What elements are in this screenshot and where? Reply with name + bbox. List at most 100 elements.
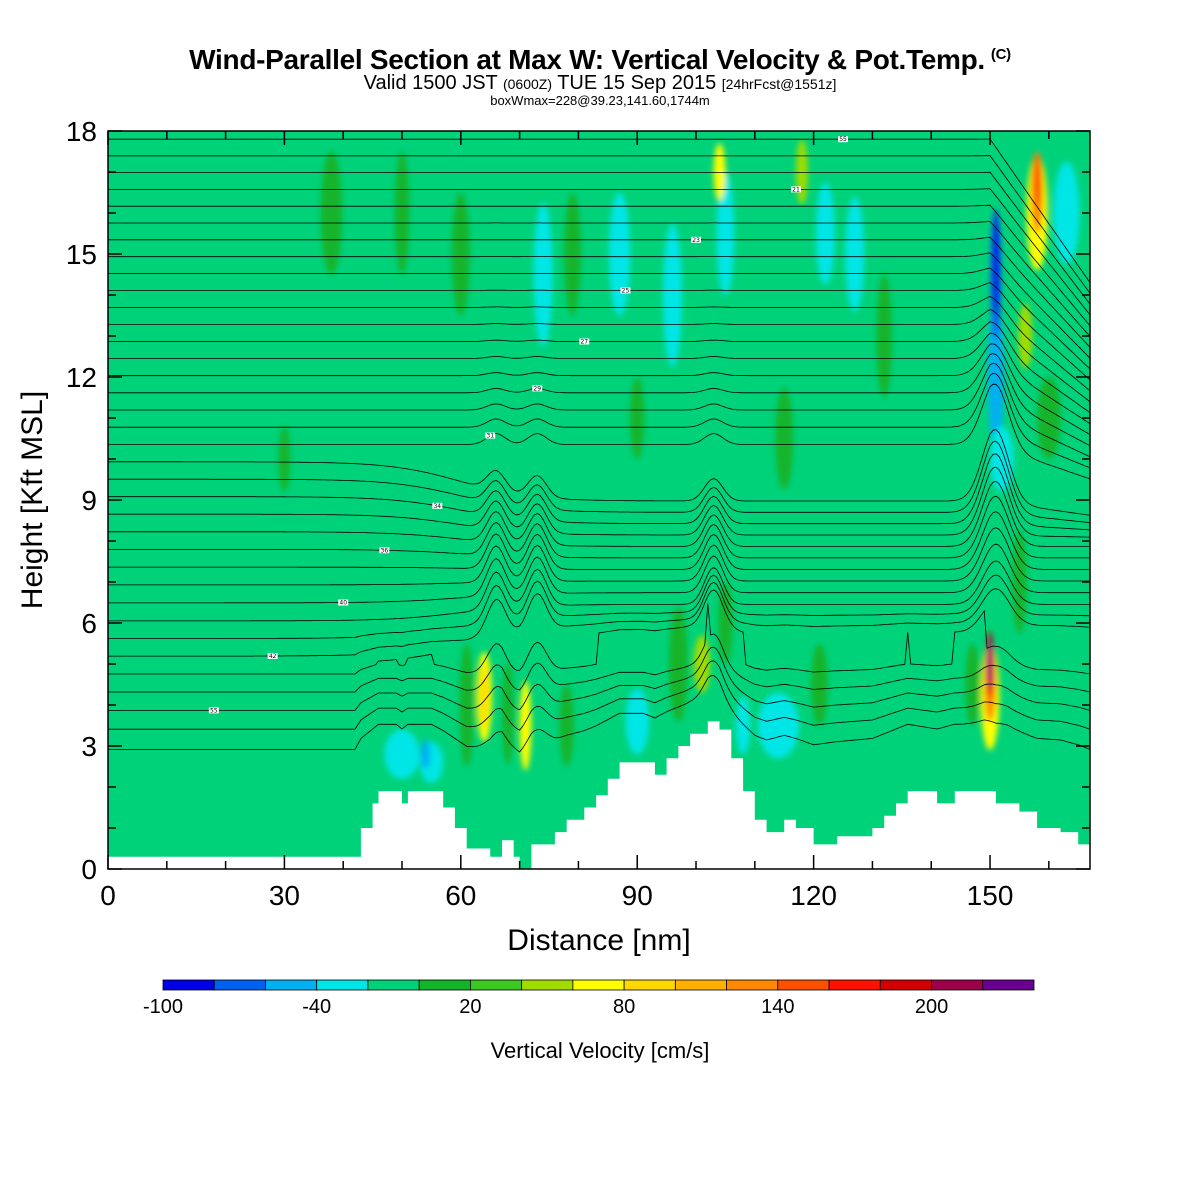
valid-date: TUE 15 Sep 2015 <box>557 72 717 94</box>
colorbar-swatch-0 <box>162 979 215 991</box>
isentrope-label-text: 40 <box>339 600 347 607</box>
colorbar-swatch-9 <box>623 979 676 991</box>
velocity-cell-41 <box>559 684 574 767</box>
y-tick-label: 3 <box>81 731 97 762</box>
isentrope-line-11 <box>108 495 1090 559</box>
isentrope-label-3: 36 <box>379 547 390 554</box>
isentrope-line-32 <box>108 188 1090 316</box>
isentrope-label-box <box>532 385 543 392</box>
colorbar-labels: -100 -40 20 80 140 200 <box>143 996 948 1018</box>
isentrope-line-28 <box>108 252 1090 359</box>
velocity-cell-30 <box>845 196 865 312</box>
y-tick-label: 0 <box>81 854 97 885</box>
isentrope-line-23 <box>108 321 1090 414</box>
velocity-cell-32 <box>394 151 410 275</box>
isentrope-label-text: 34 <box>433 503 441 510</box>
isentrope-line-0 <box>108 675 1090 753</box>
colorbar <box>162 979 1035 991</box>
velocity-cell-18 <box>713 143 726 201</box>
y-tick-label: 6 <box>81 608 97 639</box>
x-tick-label: 30 <box>269 880 300 911</box>
x-tick-label: 90 <box>622 880 653 911</box>
velocity-cell-45 <box>965 643 980 726</box>
colorbar-swatch-1 <box>213 979 266 991</box>
isentrope-line-31 <box>108 204 1090 326</box>
isentrope-line-15 <box>108 440 1090 523</box>
isentrope-label-9: 23 <box>691 236 702 244</box>
velocity-cell-16 <box>693 635 711 693</box>
isentrope-line-29 <box>108 236 1090 348</box>
isentrope-line-4 <box>108 589 1090 675</box>
colorbar-swatch-10 <box>674 979 727 991</box>
isentrope-label-2: 40 <box>338 599 349 607</box>
velocity-cell-33 <box>451 192 470 316</box>
colorbar-swatch-3 <box>316 979 369 991</box>
isentrope-label-box <box>379 547 390 554</box>
colorbar-label: 140 <box>761 996 794 1018</box>
isentrope-label-5: 31 <box>485 432 496 440</box>
forecast-info: [24hrFcst@1551z] <box>721 76 837 92</box>
isentrope-label-box <box>208 707 219 714</box>
isentrope-label-7: 27 <box>579 338 590 345</box>
velocity-cell-36 <box>775 387 794 490</box>
velocity-cell-17 <box>716 172 735 295</box>
isentrope-line-33 <box>108 171 1090 305</box>
isentrope-label-box <box>691 236 702 243</box>
isentrope-label-box <box>432 502 443 509</box>
velocity-cell-25 <box>736 696 751 755</box>
isentrope-label-text: 55 <box>839 136 847 143</box>
isentrope-label-text: 21 <box>792 186 800 193</box>
isentrope-line-3 <box>108 603 1090 693</box>
isentrope-label-text: 36 <box>381 547 389 554</box>
colorbar-label: 20 <box>459 996 481 1018</box>
isentrope-label-4: 34 <box>432 502 443 510</box>
isentrope-label-8: 25 <box>620 287 631 295</box>
colorbar-label: 200 <box>915 996 948 1018</box>
velocity-cell-47 <box>1037 377 1061 459</box>
colorbar-swatch-8 <box>572 979 625 991</box>
chart-title-text: Wind-Parallel Section at Max W: Vertical… <box>189 44 985 75</box>
isentrope-label-1: 42 <box>267 652 278 660</box>
colorbar-swatch-12 <box>777 979 830 991</box>
colorbar-label: -100 <box>143 996 183 1018</box>
chart-title: Wind-Parallel Section at Max W: Vertical… <box>0 44 1200 76</box>
isentrope-line-25 <box>108 295 1090 392</box>
velocity-cell-39 <box>459 643 474 767</box>
isentrope-label-box <box>485 432 496 439</box>
box-wmax-info: boxWmax=228@39.23,141.60,1744m <box>490 93 710 108</box>
x-tick-label: 120 <box>790 880 837 911</box>
isentrope-line-27 <box>108 267 1090 370</box>
velocity-cell-35 <box>630 377 645 459</box>
isentrope-label-box <box>620 287 631 294</box>
colorbar-swatch-14 <box>879 979 932 991</box>
isentrope-label-6: 29 <box>532 385 543 392</box>
colorbar-swatch-5 <box>418 979 471 991</box>
isentrope-label-box <box>338 599 349 606</box>
velocity-cell-3 <box>990 426 1014 492</box>
velocity-cell-28 <box>663 223 682 367</box>
colorbar-label: -40 <box>302 996 331 1018</box>
isentrope-line-8 <box>108 543 1090 604</box>
velocity-cell-7 <box>988 639 992 689</box>
velocity-cell-44 <box>811 643 828 726</box>
valid-time-prefix: Valid 1500 JST <box>363 72 498 94</box>
isentrope-contours <box>108 138 1090 753</box>
isentrope-label-text: 25 <box>622 288 630 295</box>
isentrope-line-35 <box>108 138 1090 283</box>
colorbar-swatch-11 <box>726 979 779 991</box>
isentrope-line-2 <box>108 646 1090 711</box>
isentrope-line-34 <box>108 155 1090 294</box>
isentrope-label-text: 23 <box>692 237 700 244</box>
y-axis-label: Height [Kft MSL] <box>16 391 49 609</box>
velocity-blobs <box>278 139 1080 783</box>
valid-time-utc: (0600Z) <box>502 76 552 92</box>
isentrope-line-6 <box>108 574 1090 639</box>
velocity-cell-31 <box>320 151 343 275</box>
colorbar-swatch-13 <box>828 979 881 991</box>
isentrope-label-text: 29 <box>533 385 541 392</box>
terrain-fill <box>108 721 1090 869</box>
isentrope-line-16 <box>108 429 1090 516</box>
velocity-cell-14 <box>480 664 488 730</box>
terrain <box>108 721 1090 869</box>
y-tick-label: 15 <box>66 239 97 270</box>
